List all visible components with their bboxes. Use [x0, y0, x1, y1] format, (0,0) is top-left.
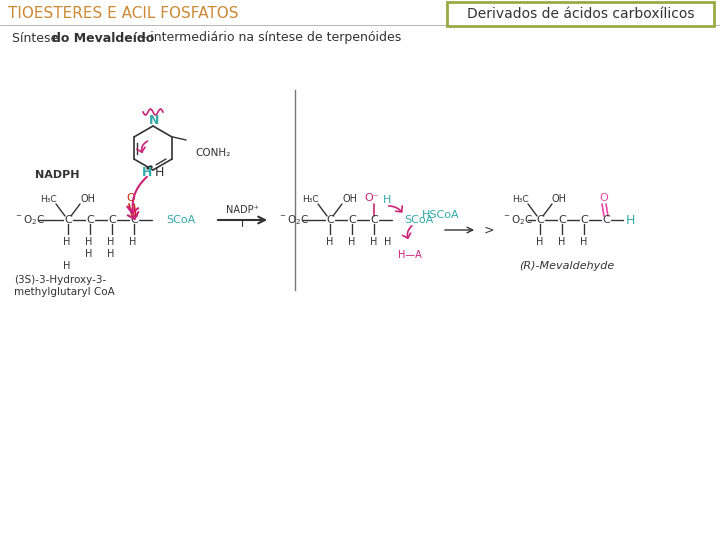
- Text: O⁻: O⁻: [365, 193, 379, 203]
- FancyArrowPatch shape: [137, 141, 148, 152]
- Text: $^-$O$_2$C: $^-$O$_2$C: [278, 213, 310, 227]
- FancyArrowPatch shape: [402, 226, 412, 238]
- Text: do Mevaldeído: do Mevaldeído: [52, 31, 154, 44]
- Text: C: C: [602, 215, 610, 225]
- Text: H: H: [558, 237, 566, 247]
- Text: Síntese: Síntese: [12, 31, 62, 44]
- Text: H: H: [384, 237, 392, 247]
- Text: N: N: [149, 113, 159, 126]
- Text: CONH₂: CONH₂: [195, 148, 230, 158]
- Text: C: C: [580, 215, 588, 225]
- Text: OH: OH: [552, 194, 567, 204]
- Text: SCoA: SCoA: [166, 215, 195, 225]
- Text: NADPH: NADPH: [35, 170, 79, 180]
- Text: H: H: [625, 213, 635, 226]
- Text: O: O: [600, 193, 608, 203]
- Text: NADP⁺: NADP⁺: [225, 205, 258, 215]
- Text: TIOESTERES E ACIL FOSFATOS: TIOESTERES E ACIL FOSFATOS: [8, 5, 238, 21]
- Text: H: H: [383, 195, 391, 205]
- Text: H: H: [130, 237, 137, 247]
- Text: OH: OH: [343, 194, 358, 204]
- FancyArrowPatch shape: [127, 177, 147, 219]
- Text: H: H: [107, 237, 114, 247]
- Text: HSCoA: HSCoA: [422, 210, 459, 220]
- Text: H₃C: H₃C: [512, 194, 528, 204]
- Text: – intermediário na síntese de terpenóides: – intermediário na síntese de terpenóide…: [136, 31, 401, 44]
- Text: H: H: [370, 237, 378, 247]
- Text: C: C: [86, 215, 94, 225]
- FancyArrowPatch shape: [127, 207, 138, 213]
- Text: $^-$O$_2$C: $^-$O$_2$C: [14, 213, 45, 227]
- Text: C: C: [348, 215, 356, 225]
- Text: C: C: [64, 215, 72, 225]
- Text: H: H: [107, 249, 114, 259]
- Text: H: H: [348, 237, 356, 247]
- FancyArrowPatch shape: [389, 206, 402, 212]
- Text: C: C: [130, 215, 138, 225]
- Text: C: C: [536, 215, 544, 225]
- Text: H: H: [85, 249, 93, 259]
- Text: C: C: [326, 215, 334, 225]
- Text: $^-$O$_2$C: $^-$O$_2$C: [502, 213, 534, 227]
- Text: C: C: [558, 215, 566, 225]
- Text: H: H: [63, 261, 71, 271]
- Text: C: C: [370, 215, 378, 225]
- Text: H₃C: H₃C: [302, 194, 318, 204]
- Text: Derivados de ácidos carboxílicos: Derivados de ácidos carboxílicos: [467, 7, 694, 21]
- Text: H: H: [536, 237, 544, 247]
- Text: O: O: [127, 193, 135, 203]
- Text: H₃C: H₃C: [40, 194, 56, 204]
- Text: C: C: [108, 215, 116, 225]
- Text: H: H: [142, 165, 152, 179]
- Text: H: H: [580, 237, 588, 247]
- Text: (R)-Mevaldehyde: (R)-Mevaldehyde: [519, 261, 615, 271]
- Text: >: >: [484, 224, 495, 237]
- Text: H: H: [63, 237, 71, 247]
- Text: H: H: [85, 237, 93, 247]
- Text: SCoA: SCoA: [404, 215, 433, 225]
- Text: H: H: [154, 165, 163, 179]
- Text: OH: OH: [81, 194, 96, 204]
- FancyBboxPatch shape: [447, 2, 714, 26]
- Text: H—A: H—A: [398, 250, 422, 260]
- Text: H: H: [326, 237, 333, 247]
- Text: (3S)-3-Hydroxy-3-
methylglutaryl CoA: (3S)-3-Hydroxy-3- methylglutaryl CoA: [14, 275, 114, 296]
